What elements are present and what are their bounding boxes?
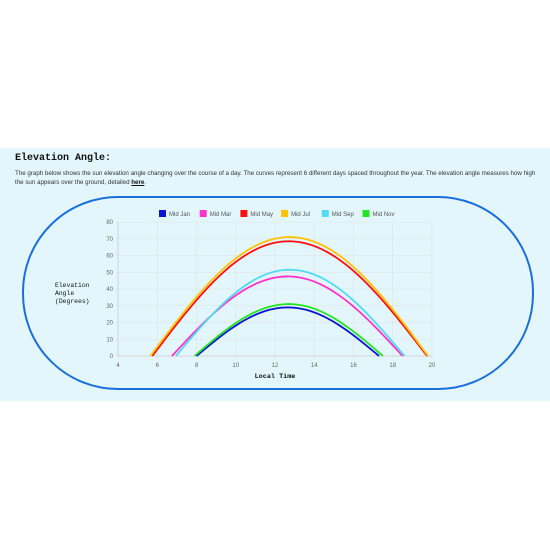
- y-tick-label: 10: [106, 337, 113, 343]
- legend-swatch-mid-nov: [362, 210, 370, 217]
- chart-axes: [117, 222, 432, 357]
- legend-swatch-mid-jan: [159, 210, 166, 217]
- y-tick-label: 20: [106, 321, 113, 327]
- section-description: The graph below shows the sun elevation …: [15, 169, 540, 187]
- legend-label-mid-mar[interactable]: Mid Mar: [210, 212, 232, 218]
- y-axis-title: Elevation Angle (Degrees): [55, 282, 90, 305]
- x-tick-label: 4: [116, 363, 120, 369]
- y-tick-label: 50: [106, 270, 113, 276]
- series-line-mid-jul: [149, 236, 429, 357]
- y-axis-title-line: (Degrees): [55, 298, 90, 305]
- x-tick-label: 18: [389, 363, 396, 369]
- y-axis-title-line: Angle: [55, 290, 74, 297]
- description-end: .: [144, 179, 147, 186]
- legend-label-mid-nov[interactable]: Mid Nov: [373, 212, 395, 218]
- legend-swatch-mid-jul: [281, 210, 289, 217]
- chart-frame: [22, 196, 534, 390]
- chart-grid: [115, 221, 433, 359]
- legend-label-mid-jan[interactable]: Mid Jan: [169, 212, 190, 218]
- x-tick-label: 10: [232, 363, 239, 369]
- x-tick-label: 16: [350, 363, 357, 369]
- y-tick-label: 40: [106, 287, 113, 293]
- legend-label-mid-jul[interactable]: Mid Jul: [291, 212, 310, 218]
- legend-swatch-mid-may: [240, 210, 248, 217]
- y-tick-label: 0: [110, 354, 114, 360]
- series-line-mid-nov: [193, 303, 384, 357]
- y-tick-label: 70: [106, 237, 113, 243]
- y-axis-title-line: Elevation: [55, 282, 90, 289]
- x-axis-title: Local Time: [255, 373, 296, 381]
- x-tick-label: 14: [311, 363, 318, 369]
- series-line-mid-sep: [175, 268, 406, 357]
- chart-legend: Mid Jan Mid Mar Mid May Mid Jul Mid Sep Mid N…: [159, 210, 395, 218]
- y-tick-labels: 0 10 20 30 40 50 60 70 80: [106, 220, 113, 360]
- legend-swatch-mid-sep: [321, 210, 329, 217]
- chart-series: [149, 236, 429, 357]
- legend-label-mid-may[interactable]: Mid May: [250, 212, 273, 218]
- y-tick-label: 80: [106, 220, 113, 226]
- legend-label-mid-sep[interactable]: Mid Sep: [332, 212, 355, 218]
- x-tick-labels: 4 6 8 10 12 14 16 18 20: [116, 363, 436, 369]
- x-tick-label: 20: [429, 363, 436, 369]
- series-line-mid-may: [151, 240, 428, 357]
- y-tick-label: 30: [106, 304, 113, 310]
- section-title: Elevation Angle:: [15, 153, 112, 164]
- x-tick-label: 6: [156, 363, 160, 369]
- x-tick-label: 12: [272, 363, 279, 369]
- details-link[interactable]: here: [131, 179, 145, 186]
- description-text: The graph below shows the sun elevation …: [15, 170, 536, 186]
- legend-swatch-mid-mar: [199, 210, 207, 217]
- series-line-mid-jan: [195, 306, 380, 357]
- y-tick-label: 60: [106, 254, 113, 260]
- x-tick-label: 8: [195, 363, 199, 369]
